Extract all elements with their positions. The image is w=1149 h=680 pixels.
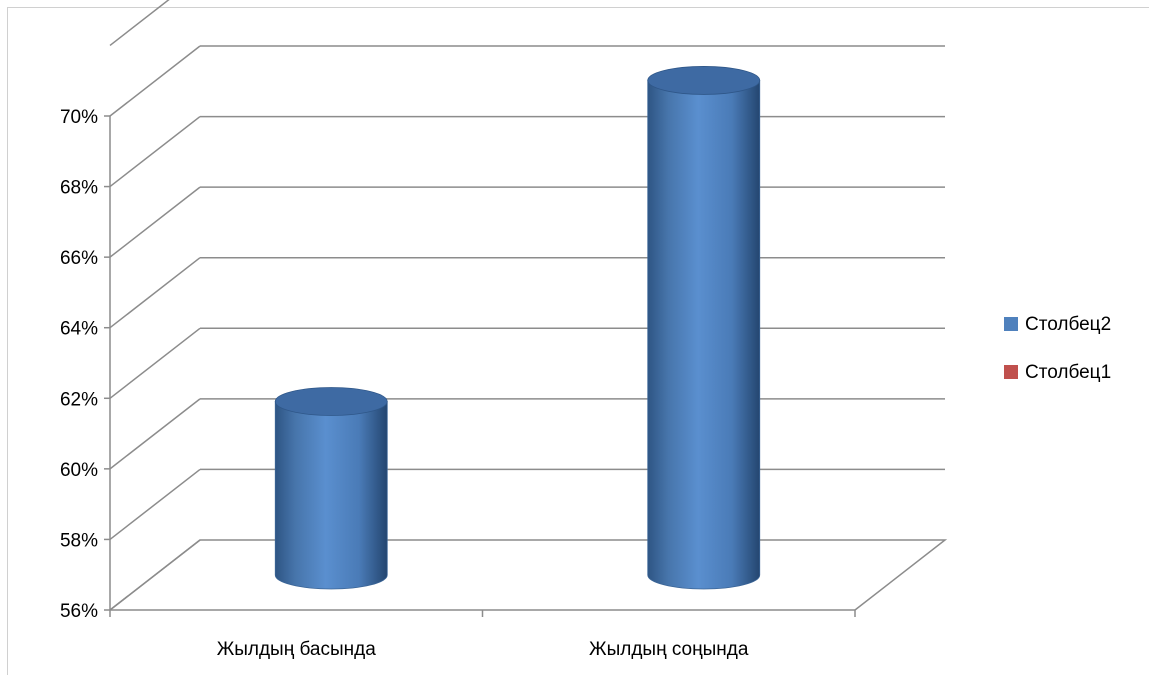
gridlines	[110, 0, 945, 610]
legend-item: Столбец1	[1004, 362, 1111, 383]
side-gridline	[110, 117, 200, 187]
side-gridline	[110, 469, 200, 539]
side-gridline	[110, 0, 200, 45]
bar-top	[275, 388, 387, 416]
y-tick-label: 66%	[60, 248, 98, 269]
legend-item: Столбец2	[1004, 314, 1111, 335]
side-gridline	[110, 258, 200, 328]
y-tick-label: 70%	[60, 107, 98, 128]
y-tick-label: 56%	[60, 601, 98, 622]
tick-labels: 56% 58% 60% 62% 64% 66% 68% 70% Жылдың басында Жы…	[60, 107, 749, 660]
bar-cylinder	[648, 66, 760, 589]
bar-cylinder	[275, 388, 387, 589]
y-tick-label: 58%	[60, 530, 98, 551]
legend: Столбец2 Столбец1	[1004, 314, 1111, 383]
floor-outline	[110, 540, 945, 610]
side-gridline	[110, 328, 200, 398]
side-gridline	[110, 540, 200, 610]
side-gridline	[110, 46, 200, 116]
legend-swatch	[1004, 317, 1018, 331]
legend-swatch	[1004, 365, 1018, 379]
chart-border	[8, 8, 1149, 676]
y-tick-label: 62%	[60, 389, 98, 410]
x-tick-label: Жылдың соңында	[589, 639, 749, 660]
chart-floor	[110, 540, 945, 610]
bar-body	[275, 402, 387, 589]
side-gridline	[110, 187, 200, 257]
legend-label: Столбец1	[1025, 362, 1111, 383]
bar-top	[648, 66, 760, 94]
bar-body	[648, 80, 760, 589]
y-tick-label: 60%	[60, 460, 98, 481]
legend-label: Столбец2	[1025, 314, 1111, 335]
x-tick-label: Жылдың басында	[217, 639, 377, 660]
y-tick-label: 64%	[60, 319, 98, 340]
y-tick-label: 68%	[60, 178, 98, 199]
side-gridline	[110, 399, 200, 469]
